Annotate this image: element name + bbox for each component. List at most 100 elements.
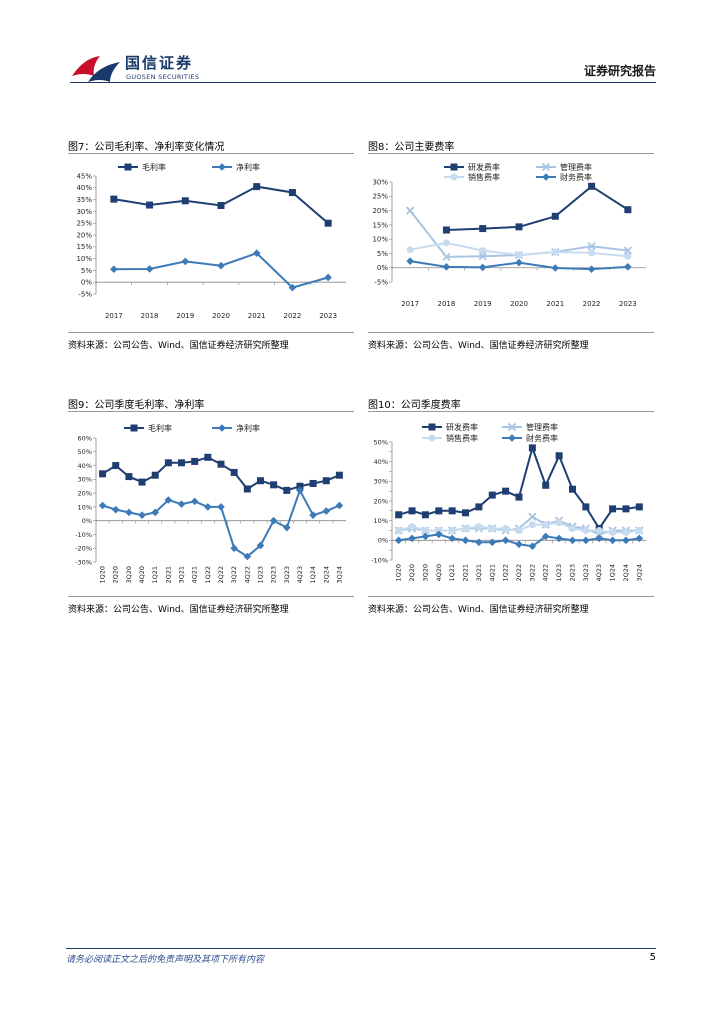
data-point [587, 265, 596, 273]
data-point [270, 481, 278, 489]
legend-marker [541, 162, 551, 172]
data-point [296, 482, 304, 490]
x-tick-label: 3Q20 [421, 564, 429, 582]
x-tick-label: 3Q23 [582, 564, 590, 582]
figure-7-source-rule [68, 332, 354, 333]
data-point [181, 197, 189, 205]
x-tick-label: 2Q22 [515, 564, 523, 582]
x-tick-label: 1Q22 [502, 564, 510, 582]
data-point [442, 226, 450, 234]
x-tick-label: 4Q22 [243, 566, 251, 584]
y-tick-label: 50% [374, 438, 388, 446]
data-point [555, 534, 563, 543]
x-tick-label: 2Q24 [622, 564, 630, 582]
data-point [515, 493, 523, 501]
data-point [283, 486, 291, 494]
legend-marker [124, 163, 132, 171]
data-point [324, 273, 332, 282]
figure-8-chart: -5% 0% 5% 10% 15% 20% 25% 30% 2017 2018 2019 2020 20… [372, 162, 646, 308]
y-tick-label: 30% [372, 178, 388, 186]
data-point [462, 525, 470, 533]
x-tick-label: 2017 [401, 300, 419, 308]
data-point [394, 536, 403, 545]
figure-8-source-rule [368, 332, 654, 333]
data-point [230, 544, 238, 553]
data-point [528, 542, 537, 551]
data-point [406, 206, 415, 215]
data-point [335, 471, 343, 479]
data-point [542, 521, 550, 529]
data-point [475, 538, 483, 547]
data-point [541, 532, 550, 541]
data-point [442, 252, 451, 261]
y-tick-label: -10% [75, 531, 92, 539]
data-point [112, 462, 120, 470]
y-tick-label: 40% [374, 458, 388, 466]
x-tick-label: 3Q23 [283, 566, 291, 584]
legend-label: 管理费率 [560, 162, 592, 172]
y-tick-label: 5% [81, 267, 92, 275]
data-point [253, 183, 261, 191]
legend-label: 毛利率 [142, 162, 166, 172]
series-3 [394, 530, 644, 551]
data-point [322, 477, 330, 485]
data-point [462, 509, 470, 517]
data-point [111, 505, 120, 514]
legend-label: 财务费率 [560, 172, 592, 182]
data-point [555, 519, 563, 527]
y-tick-label: 20% [78, 490, 92, 498]
data-point [568, 525, 576, 533]
data-point [488, 525, 496, 533]
data-point [608, 536, 617, 545]
y-tick-label: 20% [374, 497, 388, 505]
x-tick-label: 1Q23 [555, 564, 563, 582]
series-line [446, 185, 629, 231]
data-point [624, 206, 632, 214]
data-point [138, 511, 146, 519]
figure-8-title-rule [368, 153, 654, 154]
data-point [204, 453, 212, 461]
x-tick-label: 4Q20 [435, 564, 443, 582]
series-0 [442, 182, 632, 234]
data-point [408, 507, 416, 515]
x-tick-label: 4Q23 [595, 564, 603, 582]
x-tick-label: 2Q22 [217, 566, 225, 584]
series-1 [110, 249, 332, 292]
data-point [230, 468, 238, 476]
y-tick-label: 30% [76, 208, 92, 216]
data-point [322, 507, 331, 515]
x-tick-label: 2Q23 [568, 564, 576, 582]
x-tick-label: 2018 [438, 300, 456, 308]
data-point [587, 242, 596, 251]
series-line [409, 209, 629, 258]
y-tick-label: 10% [374, 517, 388, 525]
data-point [138, 478, 146, 486]
data-point [622, 505, 630, 513]
data-point [551, 248, 559, 256]
page-header: 国信证券 GUOSEN SECURITIES 证券研究报告 [0, 0, 724, 90]
figure-9-title-rule [68, 411, 354, 412]
legend-marker [450, 163, 458, 171]
figure-10-title: 图10：公司季度费率 [368, 400, 461, 411]
x-tick-label: 3Q21 [178, 566, 186, 584]
series-0 [110, 183, 332, 227]
data-point [635, 534, 644, 543]
legend-marker [542, 173, 550, 181]
figure-10-chart: -10% 0% 10% 20% 30% 40% 50% 1Q20 2Q20 3Q20 4Q20 1Q2… [371, 422, 646, 582]
data-point [217, 202, 225, 209]
figure-10-source-rule [368, 596, 654, 597]
data-point [442, 263, 451, 271]
data-point [408, 534, 416, 543]
data-point [145, 265, 154, 273]
y-tick-label: 45% [76, 172, 92, 180]
data-point [217, 503, 225, 511]
x-tick-label: 3Q24 [635, 564, 643, 582]
y-tick-label: 30% [78, 476, 92, 484]
data-point [98, 501, 107, 510]
page-number: 5 [649, 952, 656, 963]
legend-label: 净利率 [236, 423, 260, 433]
data-point [568, 485, 576, 493]
footer-disclaimer: 请务必阅读正文之后的免责声明及其项下所有内容 [66, 955, 265, 965]
x-tick-label: 2Q20 [112, 566, 120, 584]
data-point [515, 540, 523, 549]
